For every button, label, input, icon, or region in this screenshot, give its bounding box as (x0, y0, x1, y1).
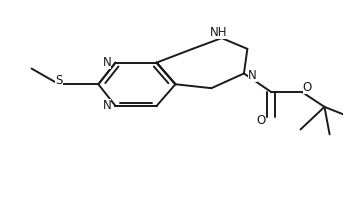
Text: O: O (257, 114, 266, 127)
Text: S: S (55, 74, 63, 87)
Text: NH: NH (209, 26, 227, 39)
Text: N: N (103, 56, 111, 69)
Text: O: O (303, 81, 312, 94)
Text: N: N (103, 99, 111, 112)
Text: N: N (248, 69, 257, 82)
